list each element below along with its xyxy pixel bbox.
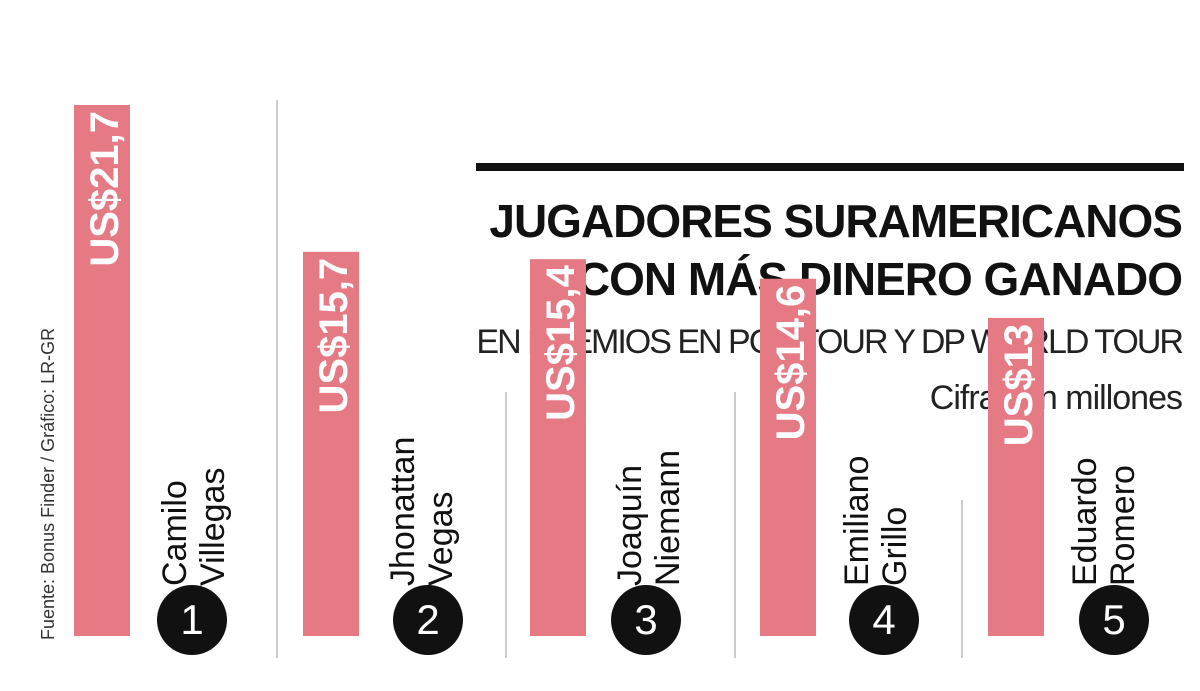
player-last-name: Vegas — [422, 491, 460, 586]
title-line-1: JUGADORES SURAMERICANOS — [489, 195, 1183, 247]
player-last-name: Villegas — [194, 468, 232, 586]
bar — [760, 278, 816, 636]
player-first-name: Joaquín — [611, 465, 649, 586]
bar — [988, 317, 1044, 636]
rank-number: 1 — [180, 596, 203, 643]
rank-badge — [1079, 585, 1149, 655]
rank-badge — [611, 585, 681, 655]
value-label: US$13 — [997, 324, 1041, 446]
player-last-name: Romero — [1104, 465, 1142, 586]
rank-badge — [393, 585, 463, 655]
rank-number: 2 — [416, 596, 439, 643]
chart-title: JUGADORES SURAMERICANOS CON MÁS DINERO G… — [422, 192, 1183, 308]
title-line-2: CON MÁS DINERO GANADO — [576, 253, 1183, 305]
player-last-name: Niemann — [649, 450, 687, 586]
value-label: US$14,6 — [769, 285, 813, 441]
bar — [303, 251, 359, 636]
player-last-name: Grillo — [876, 507, 914, 586]
player-first-name: Camilo — [156, 480, 194, 586]
value-label: US$15,4 — [539, 264, 583, 420]
rank-number: 3 — [634, 596, 657, 643]
player-first-name: Emiliano — [838, 456, 876, 586]
bar — [74, 105, 130, 636]
rank-badge — [157, 585, 227, 655]
rank-number: 4 — [872, 596, 895, 643]
rank-number: 5 — [1102, 596, 1125, 643]
units-note: Cifras en millones — [929, 379, 1183, 417]
player-first-name: Jhonattan — [384, 437, 422, 586]
rank-badge — [849, 585, 919, 655]
title-rule — [476, 163, 1184, 171]
chart-subtitle: EN PREMIOS EN PGA TOUR Y DP WORLD TOUR — [476, 323, 1184, 361]
value-label: US$15,7 — [312, 258, 356, 414]
bar — [530, 259, 586, 636]
player-first-name: Eduardo — [1066, 457, 1104, 586]
value-label: US$21,7 — [83, 111, 127, 267]
